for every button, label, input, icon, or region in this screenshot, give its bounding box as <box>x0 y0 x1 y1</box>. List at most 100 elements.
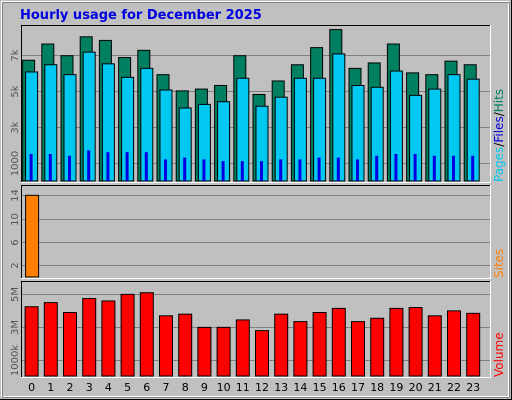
y-tick-label: 2 <box>10 262 21 268</box>
files-bar <box>125 152 129 181</box>
volume-bar <box>24 306 39 377</box>
volume-bar <box>447 310 461 377</box>
volume-bar <box>82 297 97 377</box>
hour-label: 6 <box>143 381 150 394</box>
y-tick-label: 5M <box>10 287 21 302</box>
files-bar <box>68 155 71 181</box>
volume-bar <box>120 293 135 377</box>
hour-label: 13 <box>274 381 288 394</box>
volume-bar <box>63 312 77 377</box>
legend-mid: Sites <box>492 249 506 278</box>
files-bar <box>164 159 167 181</box>
sites-bar <box>25 194 40 278</box>
legend-bot: Volume <box>492 332 506 377</box>
y-tick-label: 1000k <box>10 345 21 376</box>
files-bar <box>279 159 283 181</box>
hour-label: 7 <box>163 381 170 394</box>
hits-files-pages-panel: 1000 3k 5k 7k <box>10 25 491 183</box>
volume-bar <box>370 317 385 377</box>
files-bar <box>48 153 52 181</box>
files-bar <box>87 150 91 181</box>
sites-panel: 2 6 10 14 <box>10 185 491 279</box>
volume-bar <box>389 307 404 377</box>
hour-label: 21 <box>428 381 442 394</box>
files-bar <box>471 155 475 181</box>
volume-bar <box>159 315 173 377</box>
files-bar <box>452 155 455 181</box>
files-bar <box>298 159 302 181</box>
volume-bar <box>331 307 346 377</box>
hour-label: 16 <box>332 381 346 394</box>
y-tick-label: 7k <box>10 49 21 61</box>
volume-bar <box>216 326 231 377</box>
hour-label: 19 <box>389 381 403 394</box>
hour-label: 18 <box>370 381 384 394</box>
hour-label: 0 <box>28 381 35 394</box>
files-bar <box>240 161 244 181</box>
hour-label: 12 <box>255 381 269 394</box>
files-bar <box>356 159 359 181</box>
y-tick-label: 1000 <box>10 151 21 176</box>
volume-bar <box>274 313 289 377</box>
legend-sep-2: / <box>492 111 506 116</box>
hour-label: 15 <box>313 381 327 394</box>
legend-pages: Pages <box>492 147 506 182</box>
hour-label: 20 <box>409 381 423 394</box>
legend-top: Pages/Files/Hits <box>492 89 506 182</box>
hour-label: 2 <box>67 381 74 394</box>
legend-sites: Sites <box>492 249 506 278</box>
volume-bar <box>408 307 423 377</box>
volume-bar <box>197 326 212 377</box>
files-bar <box>183 157 187 181</box>
y-tick-label: 14 <box>10 189 21 202</box>
legend-files: Files <box>492 116 506 142</box>
volume-bar <box>43 302 58 377</box>
volume-bar <box>427 315 442 377</box>
hour-label: 4 <box>105 381 112 394</box>
volume-bar <box>466 312 481 377</box>
volume-bar <box>312 312 327 377</box>
hour-axis-labels: 0 1 2 3 4 5 6 7 8 9 10 11 12 13 14 15 16 17 18 19 20 21 22 23 <box>28 381 480 394</box>
files-bar <box>375 155 379 181</box>
volume-panel: 1000k 3M 5M <box>10 281 491 378</box>
legend-hits: Hits <box>492 89 506 112</box>
files-bar <box>317 157 321 181</box>
volume-bar <box>101 300 116 377</box>
hour-label: 1 <box>47 381 54 394</box>
hour-label: 22 <box>447 381 461 394</box>
y-tick-label: 3k <box>10 121 21 133</box>
volume-bar <box>139 292 154 377</box>
volume-bar <box>293 321 308 377</box>
y-tick-label: 6 <box>10 239 21 245</box>
hour-label: 5 <box>124 381 131 394</box>
hour-label: 10 <box>217 381 231 394</box>
files-bar <box>260 161 263 181</box>
hour-label: 11 <box>236 381 250 394</box>
y-tick-label: 5k <box>10 85 21 97</box>
files-bar <box>29 153 33 181</box>
hour-label: 8 <box>182 381 189 394</box>
hour-label: 14 <box>293 381 307 394</box>
volume-bar <box>255 330 269 377</box>
legend-volume: Volume <box>492 332 506 377</box>
volume-bar <box>178 313 193 377</box>
files-bar <box>144 152 148 181</box>
y-tick-label: 3M <box>10 320 21 335</box>
files-bar <box>336 157 340 181</box>
hour-label: 17 <box>351 381 365 394</box>
files-bar <box>432 155 436 181</box>
files-bar <box>394 153 398 181</box>
files-bar <box>221 161 225 181</box>
volume-bar <box>235 319 250 377</box>
legend-sep-1: / <box>492 142 506 147</box>
hour-label: 23 <box>466 381 480 394</box>
y-tick-label: 10 <box>10 213 21 226</box>
volume-bar <box>351 321 365 377</box>
files-bar <box>106 152 110 181</box>
hour-label: 3 <box>86 381 93 394</box>
files-bar <box>413 153 417 181</box>
files-bar <box>202 159 206 181</box>
